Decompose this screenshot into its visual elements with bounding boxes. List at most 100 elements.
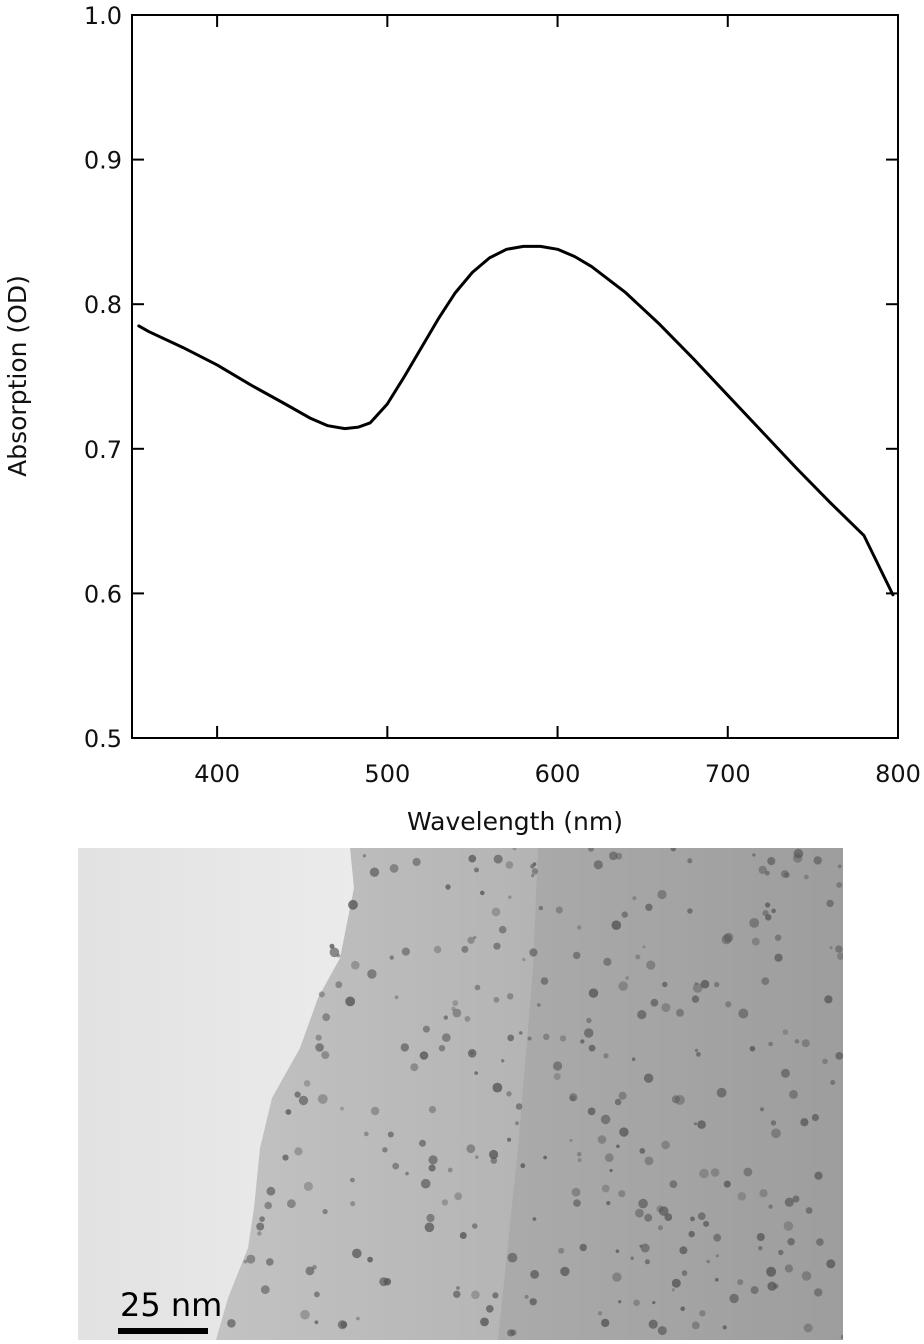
nanoparticle — [321, 1051, 330, 1060]
x-tick-label: 800 — [875, 760, 921, 788]
nanoparticle — [370, 1106, 380, 1116]
nanoparticle — [531, 874, 535, 878]
nanoparticle — [492, 1082, 503, 1093]
x-tick-label: 400 — [194, 760, 240, 788]
nanoparticle — [507, 993, 514, 1000]
plot-axes — [131, 14, 899, 739]
nanoparticle — [618, 1300, 622, 1304]
nanoparticle — [814, 1171, 823, 1180]
tem-micrograph: 25 nm — [78, 848, 843, 1340]
nanoparticle — [771, 908, 776, 914]
nanoparticle — [524, 1294, 529, 1299]
nanoparticle — [650, 998, 659, 1007]
nanoparticle — [606, 1201, 611, 1206]
nanoparticle — [419, 1051, 429, 1060]
nanoparticle — [466, 1144, 476, 1154]
nanoparticle — [737, 1279, 744, 1286]
nanoparticle — [687, 908, 693, 914]
nanoparticle — [424, 1222, 435, 1233]
nanoparticle — [700, 979, 710, 989]
nanoparticle — [580, 1039, 585, 1044]
nanoparticle — [822, 1058, 828, 1065]
nanoparticle — [690, 1216, 695, 1222]
y-tick-labels: 0.5 0.6 0.7 0.8 0.9 1.0 — [84, 2, 122, 753]
nanoparticle — [615, 1249, 620, 1253]
nanoparticle — [681, 1270, 688, 1276]
nanoparticle — [794, 1039, 800, 1044]
nanoparticle — [420, 1178, 431, 1189]
nanoparticle — [317, 1094, 328, 1104]
nanoparticle — [801, 1271, 812, 1281]
tem-vacuum-region — [78, 848, 354, 1340]
nanoparticle — [803, 1323, 813, 1333]
nanoparticle — [553, 1073, 561, 1080]
nanoparticle — [559, 1035, 567, 1042]
nanoparticle — [752, 853, 756, 857]
nanoparticle — [530, 1270, 539, 1279]
nanoparticle — [505, 861, 514, 869]
nanoparticle — [671, 1095, 680, 1104]
nanoparticle — [635, 954, 641, 960]
axis-ticks — [132, 14, 899, 739]
nanoparticle — [587, 1107, 596, 1116]
nanoparticle — [474, 1071, 479, 1075]
nanoparticle — [322, 1013, 331, 1022]
y-tick-label: 0.5 — [84, 725, 122, 753]
nanoparticle — [471, 1290, 480, 1300]
nanoparticle — [507, 1252, 518, 1263]
nanoparticle — [749, 1045, 756, 1052]
nanoparticle — [643, 1073, 654, 1083]
nanoparticle — [614, 1098, 622, 1106]
nanoparticle — [609, 1168, 613, 1173]
nanoparticle — [648, 1319, 658, 1329]
nanoparticle — [447, 1167, 453, 1173]
nanoparticle — [723, 1180, 731, 1188]
nanoparticle — [761, 977, 770, 985]
nanoparticle — [657, 1326, 667, 1336]
nanoparticle — [558, 1247, 565, 1254]
nanoparticle — [765, 902, 771, 908]
nanoparticle — [428, 1106, 437, 1114]
nanoparticle — [612, 1272, 622, 1282]
nanoparticle — [480, 1317, 489, 1327]
nanoparticle — [656, 1205, 664, 1213]
nanoparticle — [586, 1017, 592, 1024]
nanoparticle — [674, 1095, 685, 1105]
nanoparticle — [573, 951, 581, 960]
nanoparticle — [759, 1189, 768, 1198]
nanoparticle — [697, 1120, 706, 1129]
nanoparticle — [438, 1045, 446, 1052]
nanoparticle — [387, 1131, 394, 1138]
nanoparticle — [793, 848, 804, 859]
nanoparticle — [750, 1286, 759, 1295]
nanoparticle — [522, 957, 526, 962]
nanoparticle — [507, 1137, 512, 1142]
nanoparticle — [770, 1120, 777, 1126]
nanoparticle — [658, 1206, 669, 1216]
nanoparticle — [442, 1033, 451, 1042]
nanoparticle — [694, 982, 698, 985]
nanoparticle — [553, 1061, 563, 1071]
nanoparticle — [543, 1033, 550, 1040]
nanoparticle — [829, 946, 833, 950]
nanoparticle — [336, 953, 341, 958]
nanoparticle — [260, 1285, 270, 1294]
nanoparticle — [687, 858, 693, 864]
nanoparticle — [758, 865, 767, 875]
nanoparticle — [778, 1249, 784, 1256]
nanoparticle — [669, 1180, 678, 1189]
nanoparticle — [314, 1320, 319, 1325]
nanoparticle — [767, 1281, 777, 1291]
nanoparticle — [633, 1299, 640, 1307]
nanoparticle — [315, 1043, 324, 1052]
nanoparticle — [759, 1107, 765, 1112]
nanoparticle — [768, 1041, 773, 1047]
nanoparticle — [696, 1052, 701, 1057]
nanoparticle — [699, 1168, 709, 1179]
nanoparticle — [515, 1103, 523, 1110]
nanoparticle — [782, 1029, 789, 1035]
nanoparticle — [298, 1095, 309, 1106]
nanoparticle — [588, 1044, 596, 1052]
nanoparticle — [508, 895, 512, 899]
nanoparticle — [635, 1208, 644, 1218]
